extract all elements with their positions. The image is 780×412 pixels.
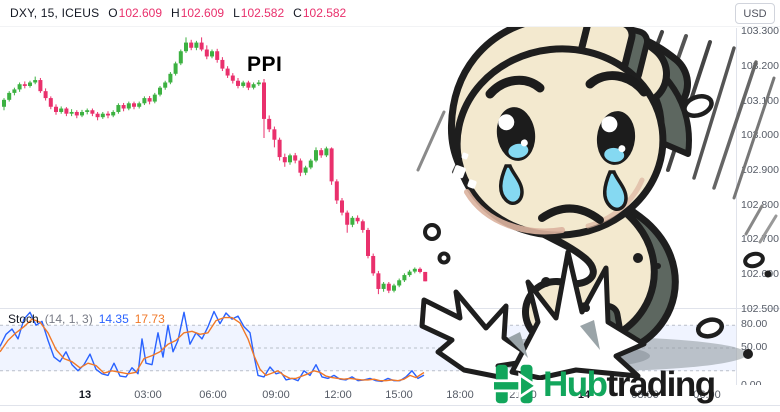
price-axis-label: 103.100 xyxy=(741,95,779,107)
stochastic-d-value: 17.73 xyxy=(134,312,165,326)
stochastic-legend[interactable]: Stoch (14, 1, 3) 14.35 17.73 xyxy=(8,312,165,326)
ohlc-item: O 102.609 xyxy=(108,6,163,20)
ohlc-values: O 102.609 H 102.609 L 102.582 C 102.582 xyxy=(108,6,346,20)
time-axis-label: 14 xyxy=(577,389,591,401)
time-axis-label: 03:00 xyxy=(631,389,659,401)
chart-top-bar: DXY, 15, ICEUS O 102.609 H 102.609 L 102.582 C… xyxy=(0,0,780,27)
crying-dollar-cartoon xyxy=(416,20,778,380)
time-axis-label: 06:00 xyxy=(693,389,721,401)
hubtrading-icon xyxy=(494,364,538,404)
brand-dark-text: trading xyxy=(606,364,717,404)
left-tear-drop xyxy=(499,164,524,205)
right-eye xyxy=(596,111,636,165)
ohlc-item: H 102.609 xyxy=(171,6,225,20)
brand-green-text: Hub xyxy=(543,364,608,404)
price-axis-border xyxy=(736,28,737,405)
pane-divider[interactable] xyxy=(0,308,780,309)
ohlc-item: L 102.582 xyxy=(233,6,285,20)
impact-splash xyxy=(419,249,647,380)
candlestick-chart[interactable] xyxy=(0,28,736,308)
symbol-ohlc-line: DXY, 15, ICEUS O 102.609 H 102.609 L 102.582 C… xyxy=(10,6,346,20)
price-axis[interactable]: 103.300 103.200 103.100 103.000 102.900 102.8… xyxy=(737,0,780,412)
price-axis-label: 103.000 xyxy=(741,129,779,141)
frown-mouth xyxy=(538,204,604,224)
price-axis-label: 102.700 xyxy=(741,233,779,245)
price-axis-label: 103.300 xyxy=(741,25,779,37)
time-axis[interactable]: 1303:0006:0009:0012:0015:0018:0021:00140… xyxy=(0,385,780,405)
stochastic-title: Stoch xyxy=(8,312,39,326)
time-axis-label: 13 xyxy=(78,389,92,401)
left-eyebrow xyxy=(485,75,545,99)
time-axis-label: 09:00 xyxy=(262,389,290,401)
bottom-border xyxy=(0,405,780,406)
time-axis-label: 15:00 xyxy=(385,389,413,401)
time-axis-label: 18:00 xyxy=(446,389,474,401)
hubtrading-logo: Hubtrading xyxy=(494,362,717,406)
shine-marks xyxy=(452,152,477,189)
stoch-axis-label: 80.00 xyxy=(741,318,768,330)
stochastic-params: (14, 1, 3) xyxy=(44,312,93,326)
price-axis-label: 102.800 xyxy=(741,199,779,211)
currency-button[interactable]: USD xyxy=(735,3,775,24)
price-axis-label: 102.900 xyxy=(741,164,779,176)
right-tear-drop xyxy=(603,170,628,211)
symbol-name: DXY, 15, ICEUS xyxy=(10,6,100,20)
stochastic-k-value: 14.35 xyxy=(98,312,129,326)
ppi-annotation: PPI xyxy=(247,53,283,76)
ohlc-item: C 102.582 xyxy=(293,6,347,20)
price-axis-label: 102.500 xyxy=(741,303,779,315)
right-eyebrow xyxy=(585,71,649,97)
left-eye xyxy=(496,107,536,161)
price-axis-label: 103.200 xyxy=(741,60,779,72)
time-axis-label: 06:00 xyxy=(199,389,227,401)
time-axis-label: 03:00 xyxy=(134,389,162,401)
sad-face xyxy=(485,71,649,224)
flying-droplets xyxy=(423,94,772,359)
time-axis-label: 12:00 xyxy=(324,389,352,401)
